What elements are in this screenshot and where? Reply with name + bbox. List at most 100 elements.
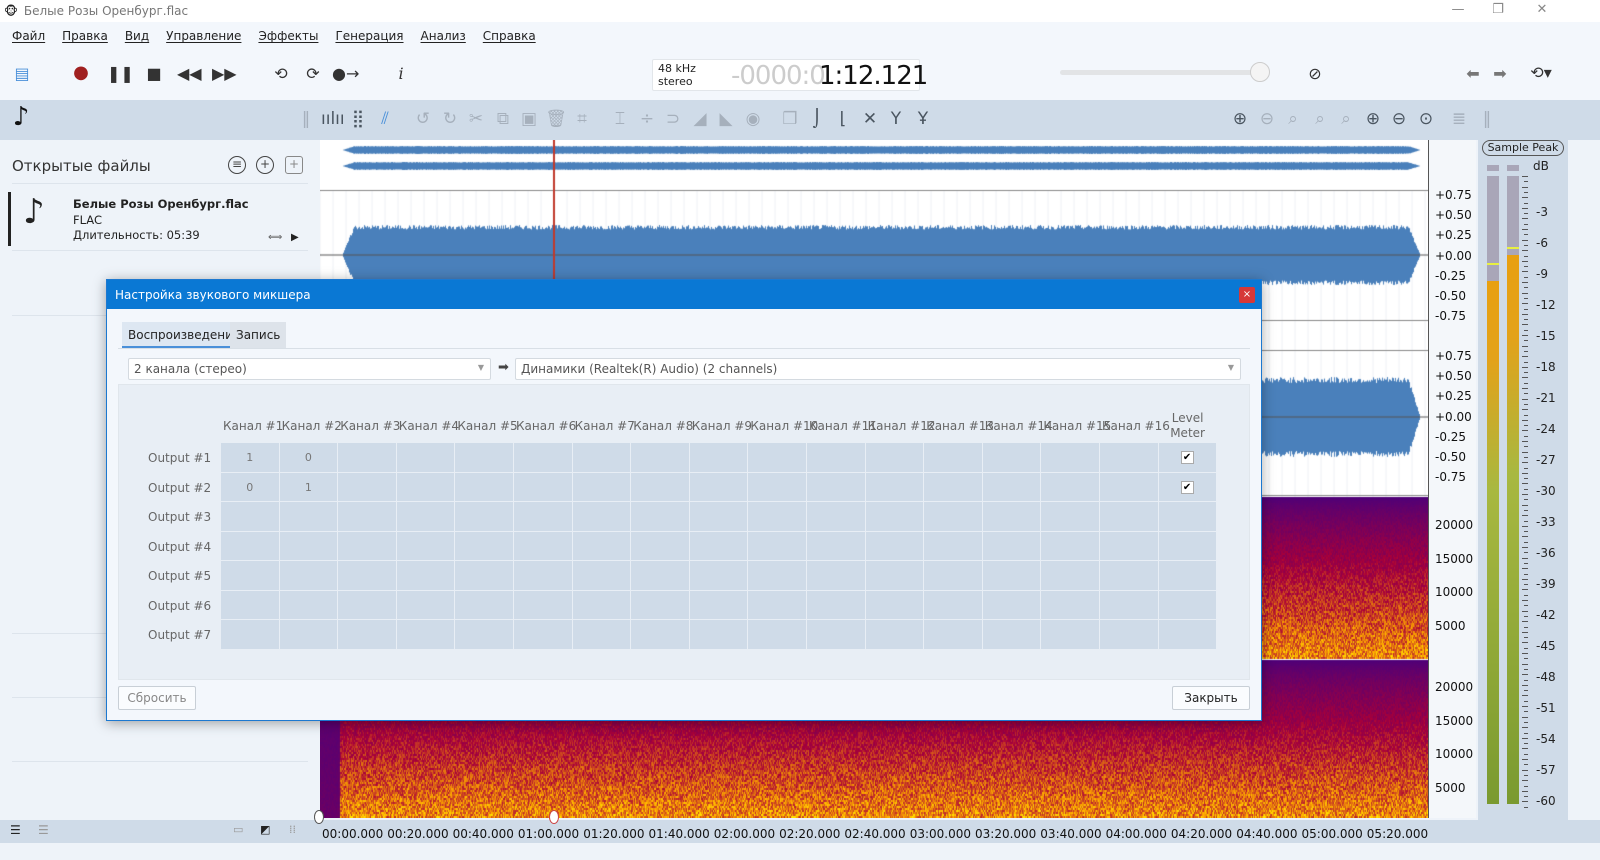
spectrogram-view-icon[interactable]: ⫽ bbox=[381, 109, 389, 129]
mix-cell[interactable] bbox=[807, 472, 866, 502]
mix-cell[interactable] bbox=[748, 561, 807, 591]
mix-cell[interactable] bbox=[865, 443, 925, 473]
mix-cell[interactable] bbox=[396, 590, 456, 620]
zoom-selection-icon[interactable]: ⌕ bbox=[1315, 109, 1325, 129]
mix-cell[interactable] bbox=[631, 561, 690, 591]
mix-cell[interactable] bbox=[748, 531, 807, 561]
mix-cell[interactable] bbox=[982, 620, 1042, 650]
menu-control[interactable]: Управление bbox=[166, 29, 242, 43]
volume-slider[interactable] bbox=[1060, 70, 1260, 75]
paste-icon[interactable]: ▣ bbox=[520, 109, 538, 129]
mix-cell[interactable] bbox=[279, 502, 339, 532]
mix-cell[interactable] bbox=[396, 502, 456, 532]
mix-cell[interactable] bbox=[514, 561, 573, 591]
mix-cell[interactable] bbox=[455, 531, 514, 561]
mix-cell[interactable] bbox=[455, 443, 514, 473]
minimize-button[interactable]: — bbox=[1451, 2, 1465, 17]
mix-cell[interactable] bbox=[338, 620, 397, 650]
mix-cell[interactable]: 0 bbox=[221, 472, 280, 502]
mix-cell[interactable] bbox=[455, 561, 514, 591]
mix-cell[interactable] bbox=[338, 590, 397, 620]
mix-cell[interactable] bbox=[1100, 531, 1159, 561]
reverse-icon[interactable]: ⊃ bbox=[665, 109, 681, 129]
mix-cell[interactable] bbox=[514, 590, 573, 620]
mix-cell[interactable] bbox=[338, 502, 397, 532]
mix-cell[interactable] bbox=[572, 502, 632, 532]
compact-view-icon[interactable]: ☰ bbox=[38, 823, 49, 837]
level-meter-cell[interactable]: ✔ bbox=[1158, 472, 1218, 502]
pause-icon[interactable]: ❚❚ bbox=[107, 64, 134, 83]
mix-cell[interactable] bbox=[924, 472, 983, 502]
crop-icon[interactable]: ⌗ bbox=[577, 109, 587, 129]
mute-speaker-icon[interactable]: ⊘ bbox=[1308, 64, 1322, 83]
level-view-icon[interactable]: ≣ bbox=[1451, 109, 1467, 129]
level-meter-cell[interactable] bbox=[1158, 561, 1218, 591]
mix-cell[interactable] bbox=[807, 561, 866, 591]
copy-icon[interactable]: ⧉ bbox=[496, 109, 510, 129]
mix-cell[interactable] bbox=[748, 443, 807, 473]
mix-cell[interactable] bbox=[514, 502, 573, 532]
mix-cell[interactable] bbox=[279, 620, 339, 650]
add-file-icon[interactable]: + bbox=[256, 156, 274, 174]
list-view-icon[interactable]: ☰ bbox=[10, 823, 21, 837]
mix-cell[interactable] bbox=[689, 443, 749, 473]
mix-cell[interactable] bbox=[924, 561, 983, 591]
loop-icon[interactable]: ⟺ bbox=[268, 232, 283, 243]
normalize-icon[interactable]: ◉ bbox=[745, 109, 761, 129]
mix-cell[interactable] bbox=[865, 502, 925, 532]
mix-cell[interactable] bbox=[514, 531, 573, 561]
fast-forward-icon[interactable]: ▶▶ bbox=[212, 64, 237, 83]
mix-cell[interactable] bbox=[279, 561, 339, 591]
menu-view[interactable]: Вид bbox=[124, 29, 150, 43]
tab-recording[interactable]: Запись bbox=[230, 322, 287, 348]
mix-cell[interactable] bbox=[924, 502, 983, 532]
mix-cell[interactable] bbox=[455, 620, 514, 650]
vertical-zoom-in-icon[interactable]: ⊕ bbox=[1365, 109, 1381, 129]
undo-icon[interactable]: ↺ bbox=[415, 109, 431, 129]
mix-cell[interactable] bbox=[631, 620, 690, 650]
mix-cell[interactable]: 0 bbox=[279, 443, 339, 473]
level-meter-checkbox[interactable]: ✔ bbox=[1180, 480, 1194, 494]
merge-channels-icon[interactable]: Y bbox=[890, 109, 902, 129]
waveform-view-icon[interactable]: ıılıı bbox=[321, 109, 345, 129]
mix-cell[interactable] bbox=[1041, 472, 1100, 502]
mix-cell[interactable] bbox=[689, 561, 749, 591]
add-copy-icon[interactable]: + bbox=[285, 156, 303, 174]
mix-cell[interactable] bbox=[572, 590, 632, 620]
mix-cell[interactable] bbox=[982, 443, 1042, 473]
source-channels-select[interactable]: 2 канала (стерео) ▼ bbox=[128, 358, 491, 380]
mix-cell[interactable] bbox=[455, 590, 514, 620]
playhead-marker[interactable] bbox=[549, 810, 559, 824]
mix-cell[interactable] bbox=[748, 590, 807, 620]
split-icon[interactable]: ÷ bbox=[639, 109, 655, 129]
stop-icon[interactable]: ■ bbox=[146, 64, 162, 83]
loop-selection-icon[interactable]: ⟳ bbox=[306, 64, 320, 83]
mix-cell[interactable] bbox=[689, 590, 749, 620]
fade-in-icon[interactable]: ◢ bbox=[693, 109, 707, 129]
zoom-reset-icon[interactable]: ⌕ bbox=[1341, 109, 1351, 129]
sidebar-toggle-icon[interactable]: ▤ bbox=[14, 64, 30, 83]
mix-cell[interactable] bbox=[807, 620, 866, 650]
volume-slider-handle[interactable] bbox=[1250, 62, 1270, 82]
undo-arrow-icon[interactable]: ⬅ bbox=[1466, 64, 1480, 83]
mix-cell[interactable]: 1 bbox=[279, 472, 339, 502]
mix-cell[interactable] bbox=[572, 531, 632, 561]
mix-cell[interactable]: 1 bbox=[221, 443, 280, 473]
mix-cell[interactable] bbox=[689, 531, 749, 561]
file-list-item[interactable]: ♪ Белые Розы Оренбург.flac FLAC Длительн… bbox=[8, 192, 308, 246]
menu-analysis[interactable]: Анализ bbox=[420, 29, 466, 43]
mix-cell[interactable] bbox=[865, 531, 925, 561]
history-icon[interactable]: ⟲▾ bbox=[1530, 63, 1552, 82]
selection-start-marker[interactable] bbox=[314, 810, 324, 824]
level-meter-cell[interactable]: ✔ bbox=[1158, 443, 1218, 473]
mix-cell[interactable] bbox=[572, 561, 632, 591]
mix-cell[interactable] bbox=[338, 472, 397, 502]
mix-cell[interactable] bbox=[631, 472, 690, 502]
snap-icon[interactable]: ◩ bbox=[260, 823, 271, 836]
mix-cell[interactable] bbox=[455, 502, 514, 532]
mix-cell[interactable] bbox=[279, 590, 339, 620]
mix-cell[interactable] bbox=[982, 561, 1042, 591]
menu-effects[interactable]: Эффекты bbox=[258, 29, 319, 43]
delete-icon[interactable]: 🗑 bbox=[545, 109, 567, 129]
mix-cell[interactable] bbox=[279, 531, 339, 561]
